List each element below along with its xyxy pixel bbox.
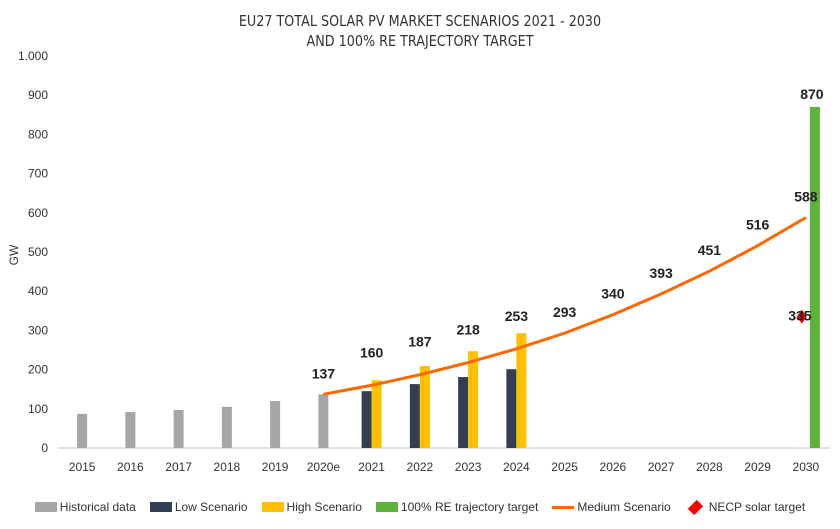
y-tick-label: 100 <box>28 402 48 416</box>
legend-item: Historical data <box>34 500 136 514</box>
medium-scenario-line <box>323 216 807 396</box>
bar <box>361 391 372 448</box>
bar <box>409 384 420 448</box>
x-tick-label: 2025 <box>551 460 578 474</box>
bar <box>270 400 281 448</box>
legend-swatch <box>375 502 398 512</box>
x-tick-label: 2020e <box>307 460 341 474</box>
legend-swatch <box>149 502 172 512</box>
data-label: 218 <box>456 322 480 338</box>
y-tick-label: 900 <box>28 88 48 102</box>
x-tick-label: 2015 <box>69 460 96 474</box>
data-label: 293 <box>553 304 577 320</box>
data-label: 340 <box>601 286 625 302</box>
y-tick-label: 600 <box>28 206 48 220</box>
legend-swatch <box>687 499 703 515</box>
data-label: 451 <box>698 242 722 258</box>
bar <box>506 369 517 448</box>
legend-item: Low Scenario <box>149 500 248 514</box>
bar <box>125 411 136 448</box>
legend-label: High Scenario <box>286 500 362 514</box>
x-tick-label: 2023 <box>455 460 482 474</box>
bar <box>458 377 469 448</box>
y-axis-label: GW <box>7 244 21 265</box>
legend-swatch <box>552 505 575 509</box>
y-tick-label: 300 <box>28 323 48 337</box>
y-tick-label: 800 <box>28 127 48 141</box>
legend-label: Medium Scenario <box>577 500 671 514</box>
x-tick-label: 2022 <box>407 460 434 474</box>
legend-item: NECP solar target <box>685 499 806 515</box>
legend-label: Historical data <box>59 500 136 514</box>
y-tick-label: 700 <box>28 167 48 181</box>
chart-title-line1: EU27 TOTAL SOLAR PV MARKET SCENARIOS 202… <box>238 12 602 30</box>
legend-swatch <box>261 502 284 512</box>
necp-marker <box>796 309 807 324</box>
data-label: 335 <box>788 308 812 324</box>
data-label: 253 <box>505 308 529 324</box>
x-tick-label: 2021 <box>358 460 385 474</box>
y-tick-label: 500 <box>28 245 48 259</box>
legend: Historical data Low Scenario High Scenario… <box>0 499 840 515</box>
x-tick-label: 2030 <box>793 460 820 474</box>
y-tick-label: 200 <box>28 363 48 377</box>
data-label: 160 <box>360 344 384 360</box>
x-tick-label: 2017 <box>165 460 192 474</box>
x-tick-label: 2018 <box>214 460 241 474</box>
x-tick-label: 2019 <box>262 460 289 474</box>
data-label: 588 <box>794 189 818 205</box>
bar <box>221 406 232 448</box>
y-tick-label: 0 <box>41 441 48 455</box>
x-tick-label: 2029 <box>744 460 771 474</box>
bar <box>419 366 430 448</box>
legend-item: Medium Scenario <box>552 500 671 514</box>
data-label: 516 <box>746 217 770 233</box>
bar <box>318 394 329 448</box>
data-label: 393 <box>649 265 673 281</box>
legend-label: NECP solar target <box>708 500 806 514</box>
x-tick-label: 2024 <box>503 460 530 474</box>
bar <box>77 413 88 448</box>
y-tick-label: 1.000 <box>18 49 48 63</box>
data-label: 187 <box>408 334 432 350</box>
legend-item: High Scenario <box>261 500 362 514</box>
legend-label: Low Scenario <box>174 500 248 514</box>
bar <box>809 106 820 449</box>
chart-title-line2: AND 100% RE TRAJECTORY TARGET <box>306 32 534 50</box>
x-tick-label: 2028 <box>696 460 723 474</box>
x-tick-label: 2027 <box>648 460 675 474</box>
legend-label: 100% RE trajectory target <box>400 500 539 514</box>
y-tick-label: 400 <box>28 284 48 298</box>
bar <box>173 409 184 448</box>
x-tick-label: 2026 <box>600 460 627 474</box>
data-label: 870 <box>800 86 824 102</box>
bar <box>371 380 382 448</box>
legend-swatch <box>34 502 57 512</box>
bar <box>516 333 527 448</box>
x-tick-label: 2016 <box>117 460 144 474</box>
bar <box>468 351 479 448</box>
data-label: 137 <box>312 365 336 381</box>
legend-item: 100% RE trajectory target <box>375 500 539 514</box>
